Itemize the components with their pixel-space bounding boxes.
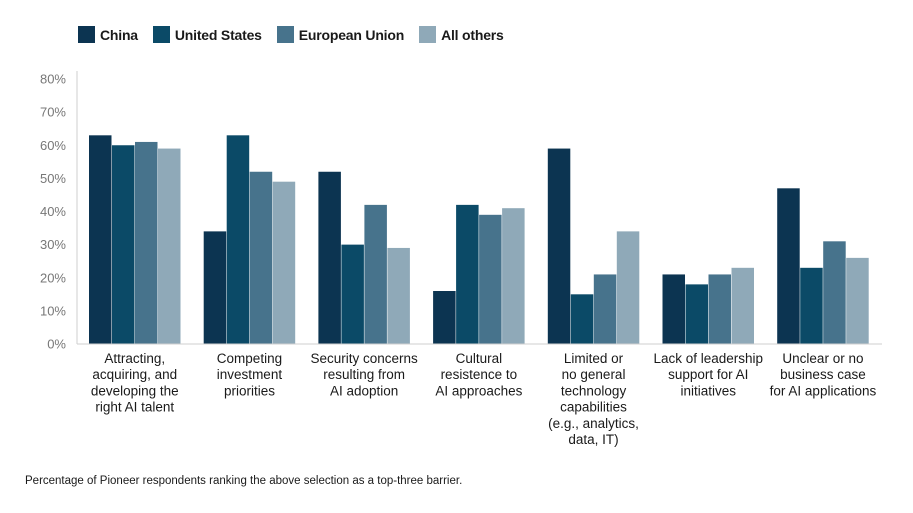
y-tick-label: 0% (47, 337, 66, 352)
bar-china (89, 135, 112, 344)
legend-item: European Union (276, 26, 405, 43)
bar-european-union (479, 214, 502, 344)
bar-all-others (846, 257, 869, 344)
bar-all-others (616, 231, 640, 344)
legend-label: European Union (298, 26, 405, 43)
legend-swatch (276, 26, 294, 43)
legend-label: United States (174, 26, 262, 43)
bar-european-union (364, 204, 387, 344)
bar-united-states (226, 135, 250, 344)
y-tick-label: 80% (40, 72, 66, 87)
bar-china (318, 171, 341, 344)
y-tick-label: 70% (40, 105, 66, 120)
bar-european-union (708, 274, 731, 344)
x-category-label: Cultural resistence to AI approaches (435, 351, 522, 398)
bar-china (547, 148, 571, 344)
y-tick-label: 10% (40, 303, 66, 318)
bar-united-states (456, 204, 479, 344)
x-category-label: Limited or no general technology capabiliti… (548, 351, 639, 447)
x-category-label: Security concerns resulting from AI adopti… (311, 351, 419, 398)
bar-united-states (570, 294, 594, 344)
legend-item: China (78, 26, 138, 43)
bar-united-states (685, 284, 708, 344)
x-category-label: Unclear or no business case for AI applica… (770, 351, 877, 398)
footnote: Percentage of Pioneer respondents rankin… (25, 475, 463, 487)
y-tick-label: 30% (40, 237, 66, 252)
bar-united-states (112, 145, 135, 344)
y-tick-label: 20% (40, 270, 66, 285)
bar-all-others (502, 208, 525, 344)
bar-all-others (387, 247, 410, 344)
bar-european-union (249, 171, 273, 344)
legend-swatch (78, 26, 95, 43)
legend-swatch (419, 26, 437, 43)
x-category-label: Competing investment priorities (217, 351, 283, 398)
bar-united-states (800, 267, 823, 344)
legend: China United States European Union All othe… (78, 26, 504, 43)
bar-all-others (731, 267, 754, 344)
legend-label: All others (441, 26, 504, 43)
bar-all-others (158, 148, 181, 344)
bar-european-union (593, 274, 617, 344)
bar-all-others (272, 181, 296, 344)
bar-european-union (823, 241, 846, 344)
bar-china (777, 188, 800, 344)
y-tick-label: 50% (40, 171, 66, 186)
x-category-label: Lack of leadership support for AI initiati… (653, 351, 763, 398)
legend-item: United States (152, 26, 262, 43)
legend-item: All others (419, 26, 504, 43)
bar-china (433, 291, 456, 344)
bar-european-union (135, 141, 158, 344)
y-tick-label: 60% (40, 138, 66, 153)
bar-china (203, 231, 227, 344)
y-tick-label: 40% (40, 204, 66, 219)
x-category-label: Attracting, acquiring, and developing the r… (91, 351, 179, 415)
legend-label: China (100, 26, 138, 43)
bar-united-states (341, 244, 364, 344)
bar-china (662, 274, 685, 344)
legend-swatch (152, 26, 170, 43)
